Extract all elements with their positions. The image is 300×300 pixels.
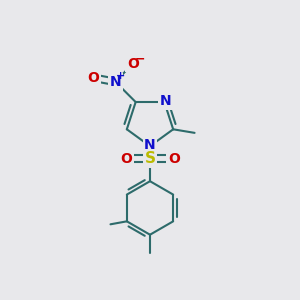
Text: −: − (134, 53, 145, 66)
Text: S: S (145, 152, 155, 166)
Text: N: N (110, 75, 121, 89)
Text: O: O (168, 152, 180, 166)
Text: N: N (144, 138, 156, 152)
Text: +: + (116, 71, 125, 81)
Text: O: O (87, 71, 99, 85)
Text: O: O (127, 57, 139, 71)
Text: N: N (160, 94, 171, 109)
Text: O: O (120, 152, 132, 166)
